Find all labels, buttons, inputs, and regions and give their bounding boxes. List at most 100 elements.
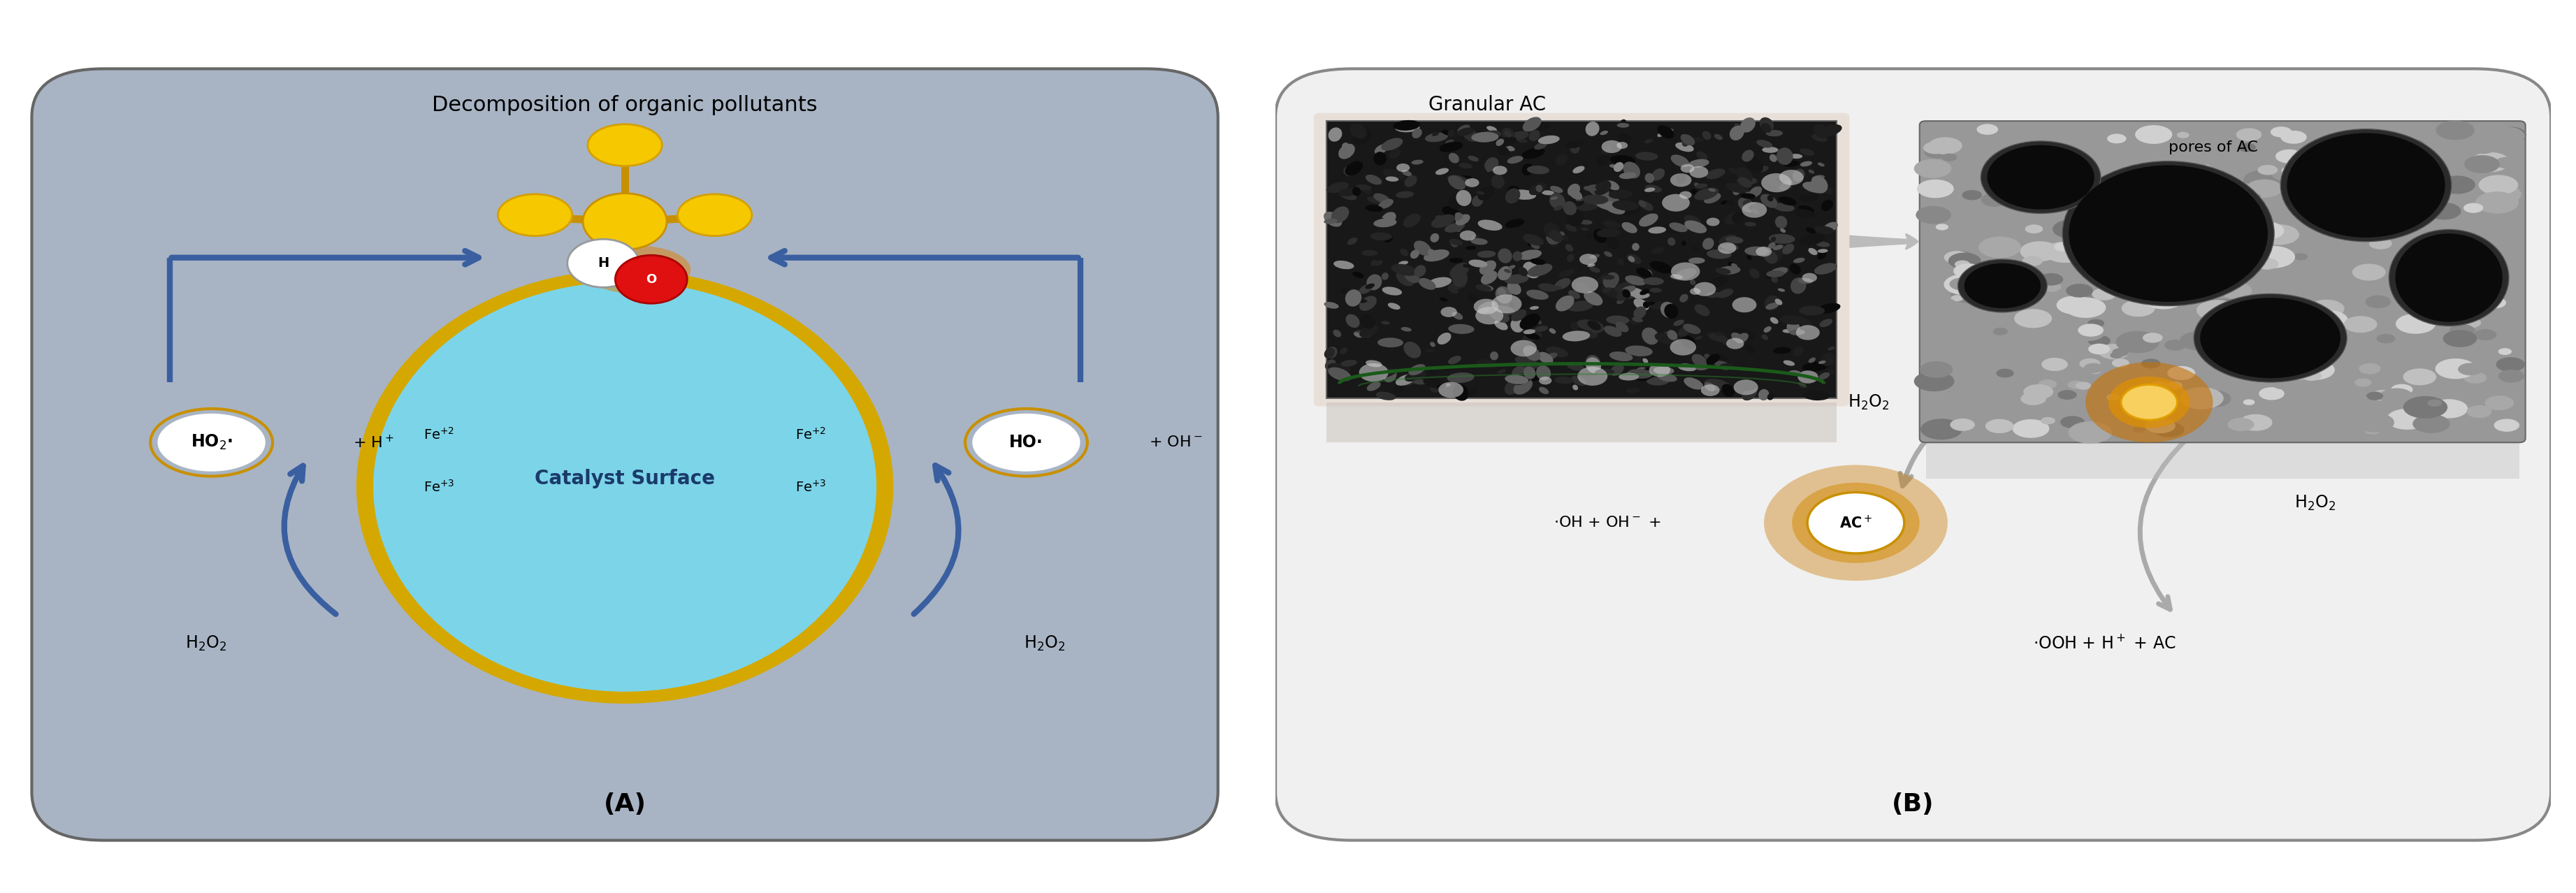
Ellipse shape bbox=[1610, 364, 1623, 376]
Ellipse shape bbox=[1422, 378, 1445, 388]
Ellipse shape bbox=[2143, 333, 2161, 343]
Ellipse shape bbox=[1777, 151, 1790, 163]
Ellipse shape bbox=[2169, 215, 2195, 229]
Text: O: O bbox=[647, 273, 657, 286]
Ellipse shape bbox=[1986, 145, 2094, 210]
Ellipse shape bbox=[1582, 195, 1607, 204]
Ellipse shape bbox=[1327, 367, 1350, 381]
Ellipse shape bbox=[1512, 365, 1525, 377]
Ellipse shape bbox=[1404, 175, 1417, 187]
Ellipse shape bbox=[2120, 300, 2154, 317]
Ellipse shape bbox=[2473, 329, 2496, 340]
Ellipse shape bbox=[1522, 163, 1533, 176]
Ellipse shape bbox=[1821, 200, 1832, 211]
Ellipse shape bbox=[1669, 274, 1682, 280]
Ellipse shape bbox=[1759, 117, 1772, 131]
Ellipse shape bbox=[1584, 355, 1600, 371]
Ellipse shape bbox=[1695, 183, 1708, 188]
Ellipse shape bbox=[2357, 363, 2380, 374]
Ellipse shape bbox=[1775, 147, 1793, 165]
Ellipse shape bbox=[1718, 234, 1736, 245]
Ellipse shape bbox=[2362, 426, 2380, 434]
Ellipse shape bbox=[2110, 352, 2123, 359]
Ellipse shape bbox=[2396, 233, 2501, 322]
Ellipse shape bbox=[1445, 222, 1463, 232]
Ellipse shape bbox=[2344, 316, 2378, 333]
Ellipse shape bbox=[1401, 170, 1412, 176]
Ellipse shape bbox=[1613, 162, 1623, 171]
Circle shape bbox=[1754, 246, 1772, 256]
Ellipse shape bbox=[2293, 253, 2308, 260]
Ellipse shape bbox=[1680, 294, 1687, 303]
Ellipse shape bbox=[2398, 179, 2437, 198]
Ellipse shape bbox=[1692, 246, 1698, 252]
Ellipse shape bbox=[1455, 190, 1471, 206]
Ellipse shape bbox=[1595, 180, 1610, 196]
Text: H: H bbox=[598, 256, 608, 270]
Ellipse shape bbox=[1378, 218, 1386, 224]
Ellipse shape bbox=[1935, 298, 1955, 308]
Ellipse shape bbox=[1816, 163, 1824, 166]
Ellipse shape bbox=[1914, 159, 1950, 178]
Ellipse shape bbox=[1512, 339, 1530, 346]
Ellipse shape bbox=[1963, 263, 2040, 308]
Ellipse shape bbox=[1615, 123, 1628, 128]
Ellipse shape bbox=[1808, 357, 1816, 363]
Ellipse shape bbox=[2166, 366, 2195, 380]
Ellipse shape bbox=[2458, 363, 2481, 375]
Ellipse shape bbox=[1816, 251, 1826, 260]
Ellipse shape bbox=[2251, 213, 2264, 220]
Ellipse shape bbox=[2136, 415, 2156, 426]
Ellipse shape bbox=[1765, 271, 1783, 277]
Ellipse shape bbox=[1510, 303, 1515, 307]
Ellipse shape bbox=[2370, 389, 2393, 401]
Ellipse shape bbox=[2494, 157, 2517, 169]
Ellipse shape bbox=[1811, 134, 1826, 142]
Ellipse shape bbox=[677, 194, 752, 236]
Ellipse shape bbox=[1607, 190, 1633, 199]
Text: + OH$^-$: + OH$^-$ bbox=[1149, 436, 1203, 449]
Ellipse shape bbox=[2455, 241, 2473, 251]
Ellipse shape bbox=[2306, 187, 2324, 196]
Circle shape bbox=[1801, 273, 1816, 282]
Ellipse shape bbox=[1788, 371, 1801, 375]
Ellipse shape bbox=[1324, 359, 1334, 370]
Ellipse shape bbox=[1643, 278, 1664, 285]
Ellipse shape bbox=[2339, 347, 2357, 356]
Ellipse shape bbox=[1728, 126, 1744, 140]
Ellipse shape bbox=[1721, 200, 1726, 204]
Ellipse shape bbox=[1504, 130, 1512, 138]
Ellipse shape bbox=[1814, 226, 1834, 234]
Ellipse shape bbox=[1595, 196, 1602, 202]
Ellipse shape bbox=[1571, 376, 1587, 386]
Ellipse shape bbox=[1762, 335, 1767, 340]
Ellipse shape bbox=[2499, 370, 2524, 382]
Ellipse shape bbox=[2215, 181, 2254, 202]
Ellipse shape bbox=[1373, 193, 1388, 203]
Ellipse shape bbox=[1352, 271, 1363, 278]
Ellipse shape bbox=[1793, 169, 1803, 181]
Ellipse shape bbox=[2349, 178, 2383, 195]
Text: Decomposition of organic pollutants: Decomposition of organic pollutants bbox=[433, 95, 817, 115]
Ellipse shape bbox=[1592, 196, 1615, 210]
Ellipse shape bbox=[1651, 338, 1664, 343]
Ellipse shape bbox=[1780, 315, 1806, 325]
Ellipse shape bbox=[2385, 409, 2427, 430]
Ellipse shape bbox=[1741, 199, 1749, 205]
Ellipse shape bbox=[1466, 246, 1476, 250]
Ellipse shape bbox=[1427, 369, 1435, 374]
Ellipse shape bbox=[1479, 261, 1497, 275]
Ellipse shape bbox=[2040, 282, 2061, 292]
Ellipse shape bbox=[1443, 206, 1461, 219]
Ellipse shape bbox=[1953, 263, 1984, 279]
Ellipse shape bbox=[1427, 277, 1450, 288]
Circle shape bbox=[1538, 377, 1551, 385]
Text: AC$^+$: AC$^+$ bbox=[1839, 514, 1873, 531]
Ellipse shape bbox=[1747, 255, 1752, 260]
Ellipse shape bbox=[1556, 154, 1566, 165]
Ellipse shape bbox=[2014, 158, 2045, 173]
Ellipse shape bbox=[1618, 133, 1631, 145]
Ellipse shape bbox=[1731, 332, 1744, 343]
Ellipse shape bbox=[1504, 269, 1512, 273]
Ellipse shape bbox=[1643, 302, 1649, 308]
